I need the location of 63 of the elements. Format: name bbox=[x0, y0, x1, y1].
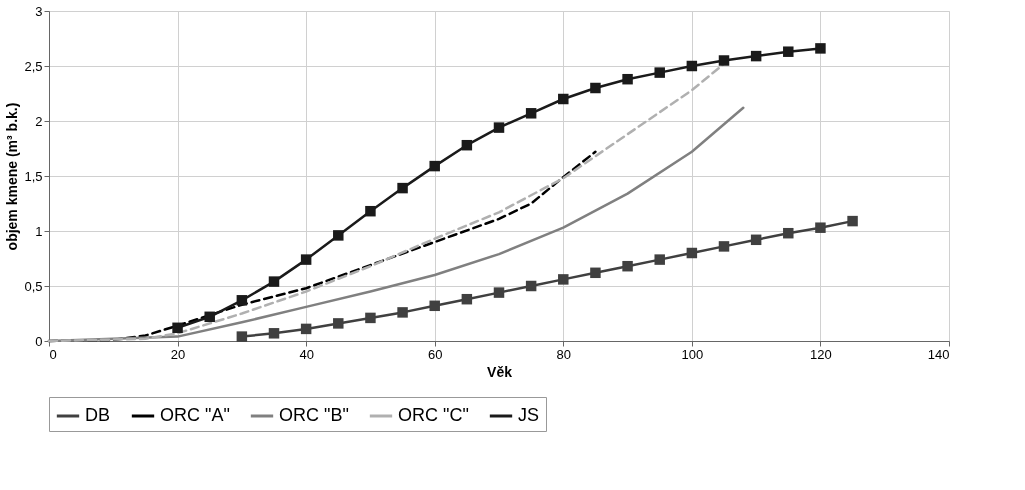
point bbox=[204, 311, 215, 323]
x-tick-label: 20 bbox=[170, 346, 186, 362]
point bbox=[365, 312, 376, 324]
point bbox=[429, 300, 440, 312]
x-tick-label: 140 bbox=[927, 346, 950, 362]
point bbox=[397, 182, 408, 194]
point bbox=[622, 260, 633, 272]
point bbox=[686, 60, 698, 72]
point bbox=[525, 108, 537, 119]
y-tick-label: 2 bbox=[35, 113, 43, 129]
point bbox=[397, 307, 408, 318]
y-axis-title: objem kmene (m³ b.k.) bbox=[4, 102, 21, 251]
point bbox=[300, 254, 312, 265]
point bbox=[300, 323, 312, 335]
point bbox=[333, 318, 344, 329]
legend-label: ORC "C" bbox=[398, 405, 469, 425]
point bbox=[590, 267, 601, 279]
x-tick-label: 80 bbox=[556, 346, 572, 362]
point bbox=[365, 205, 376, 217]
point bbox=[525, 280, 537, 292]
legend-label: ORC "A" bbox=[160, 405, 230, 425]
y-tick-label: 0,5 bbox=[24, 278, 43, 294]
point bbox=[750, 234, 762, 246]
point bbox=[718, 55, 730, 66]
point bbox=[493, 287, 505, 298]
y-tick-label: 1 bbox=[35, 223, 43, 239]
point bbox=[815, 43, 826, 54]
legend-label: ORC "B" bbox=[279, 405, 349, 425]
point bbox=[654, 254, 665, 265]
y-tick-label: 1,5 bbox=[24, 168, 43, 184]
legend-label: DB bbox=[85, 405, 111, 425]
point bbox=[622, 73, 633, 85]
x-tick-label: 120 bbox=[810, 346, 832, 362]
x-tick-label: 100 bbox=[681, 346, 704, 362]
point bbox=[333, 230, 344, 241]
point bbox=[558, 93, 569, 105]
point bbox=[783, 46, 794, 57]
x-tick-label: 0 bbox=[49, 346, 57, 362]
point bbox=[718, 241, 730, 252]
point bbox=[750, 50, 762, 62]
y-tick-label: 3 bbox=[35, 3, 43, 19]
point bbox=[654, 67, 665, 78]
point bbox=[172, 322, 183, 334]
point bbox=[493, 122, 505, 133]
x-axis-title: Věk bbox=[487, 363, 513, 380]
point bbox=[558, 274, 569, 285]
point bbox=[815, 222, 826, 233]
point bbox=[783, 227, 794, 239]
point bbox=[429, 160, 440, 172]
point bbox=[590, 82, 601, 94]
point bbox=[686, 247, 698, 259]
legend-label: JS bbox=[518, 405, 540, 425]
point bbox=[236, 295, 248, 306]
point bbox=[461, 139, 473, 151]
point bbox=[461, 293, 473, 305]
y-tick-label: 2,5 bbox=[24, 58, 43, 74]
x-tick-label: 40 bbox=[299, 346, 314, 362]
point bbox=[268, 276, 280, 287]
point bbox=[236, 331, 248, 342]
point bbox=[268, 328, 280, 339]
point bbox=[847, 215, 858, 227]
y-tick-label: 0 bbox=[35, 333, 43, 349]
x-tick-label: 60 bbox=[427, 346, 443, 362]
